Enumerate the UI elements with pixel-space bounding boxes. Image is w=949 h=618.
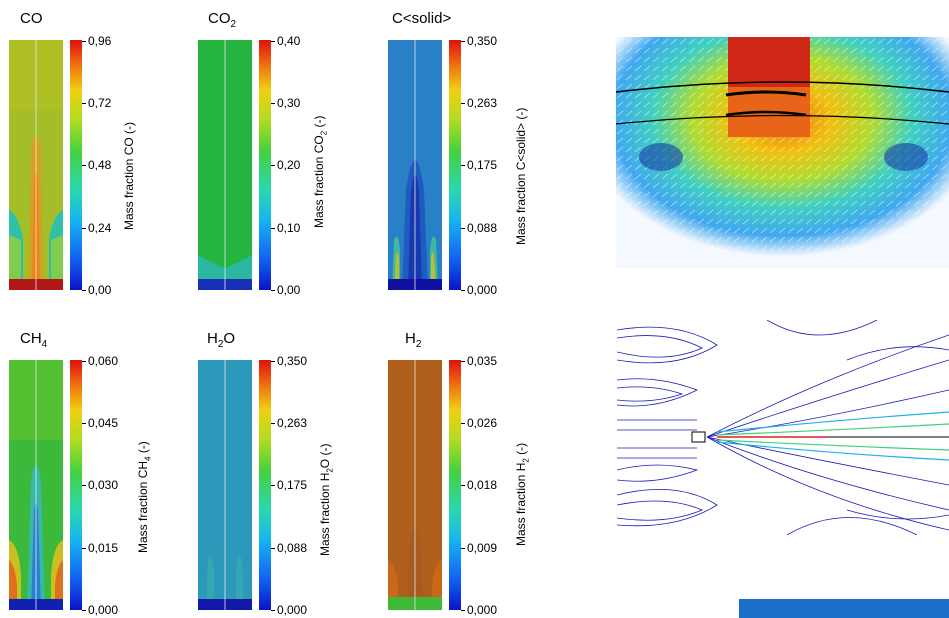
colorbar-co2 xyxy=(259,40,271,290)
colorbar-label-csolid: Mass fraction C<solid> (-) xyxy=(514,107,528,245)
tick-label: 0,015 xyxy=(81,541,119,555)
tick-label: 0,00 xyxy=(270,283,301,297)
colorbar-csolid xyxy=(449,40,461,290)
colorbar-label-h2: Mass fraction H2 (-) xyxy=(514,442,531,546)
tick-label: 0,000 xyxy=(460,283,498,297)
tick-label: 0,96 xyxy=(81,34,112,48)
panel-title-co2: CO2 xyxy=(208,10,237,30)
tick-label: 0,350 xyxy=(460,34,498,48)
contour-co2 xyxy=(198,40,252,290)
panel-title-h2: H2 xyxy=(405,330,422,350)
tick-label: 0,10 xyxy=(270,221,301,235)
tick-label: 0,018 xyxy=(460,478,498,492)
tick-label: 0,72 xyxy=(81,96,112,110)
contour-h2 xyxy=(388,360,442,610)
tick-label: 0,24 xyxy=(81,221,112,235)
panel-title-co: CO xyxy=(20,10,43,27)
contour-csolid xyxy=(388,40,442,290)
tick-label: 0,088 xyxy=(460,221,498,235)
tick-label: 0,000 xyxy=(460,603,498,617)
panel-title-h2o: H2O xyxy=(207,330,236,350)
tick-label: 0,030 xyxy=(81,478,119,492)
panel-title-ch4: CH4 xyxy=(20,330,48,350)
streamline-image xyxy=(617,320,949,535)
accent-bar xyxy=(739,599,949,618)
colorbar-h2 xyxy=(449,360,461,610)
contour-co xyxy=(9,40,63,290)
tick-label: 0,175 xyxy=(270,478,308,492)
tick-label: 0,009 xyxy=(460,541,498,555)
colorbar-label-h2o: Mass fraction H2O (-) xyxy=(318,443,335,556)
tick-label: 0,00 xyxy=(81,283,112,297)
tick-label: 0,40 xyxy=(270,34,301,48)
tick-label: 0,263 xyxy=(460,96,498,110)
tick-label: 0,30 xyxy=(270,96,301,110)
colorbar-label-co: Mass fraction CO (-) xyxy=(122,121,136,230)
velocity-vector-field-image xyxy=(616,37,949,268)
tick-label: 0,000 xyxy=(81,603,119,617)
tick-label: 0,175 xyxy=(460,158,498,172)
colorbar-co xyxy=(70,40,82,290)
tick-label: 0,088 xyxy=(270,541,308,555)
tick-label: 0,045 xyxy=(81,416,119,430)
tick-label: 0,263 xyxy=(270,416,308,430)
contour-h2o xyxy=(198,360,252,610)
tick-label: 0,20 xyxy=(270,158,301,172)
tick-label: 0,350 xyxy=(270,354,308,368)
tick-label: 0,035 xyxy=(460,354,498,368)
contour-ch4 xyxy=(9,360,63,610)
colorbar-h2o xyxy=(259,360,271,610)
tick-label: 0,060 xyxy=(81,354,119,368)
colorbar-ch4 xyxy=(70,360,82,610)
colorbar-label-ch4: Mass fraction CH4 (-) xyxy=(136,441,153,553)
colorbar-label-co2: Mass fraction CO2 (-) xyxy=(312,115,329,228)
tick-label: 0,000 xyxy=(270,603,308,617)
tick-label: 0,026 xyxy=(460,416,498,430)
panel-title-csolid: C<solid> xyxy=(392,10,452,27)
tick-label: 0,48 xyxy=(81,158,112,172)
